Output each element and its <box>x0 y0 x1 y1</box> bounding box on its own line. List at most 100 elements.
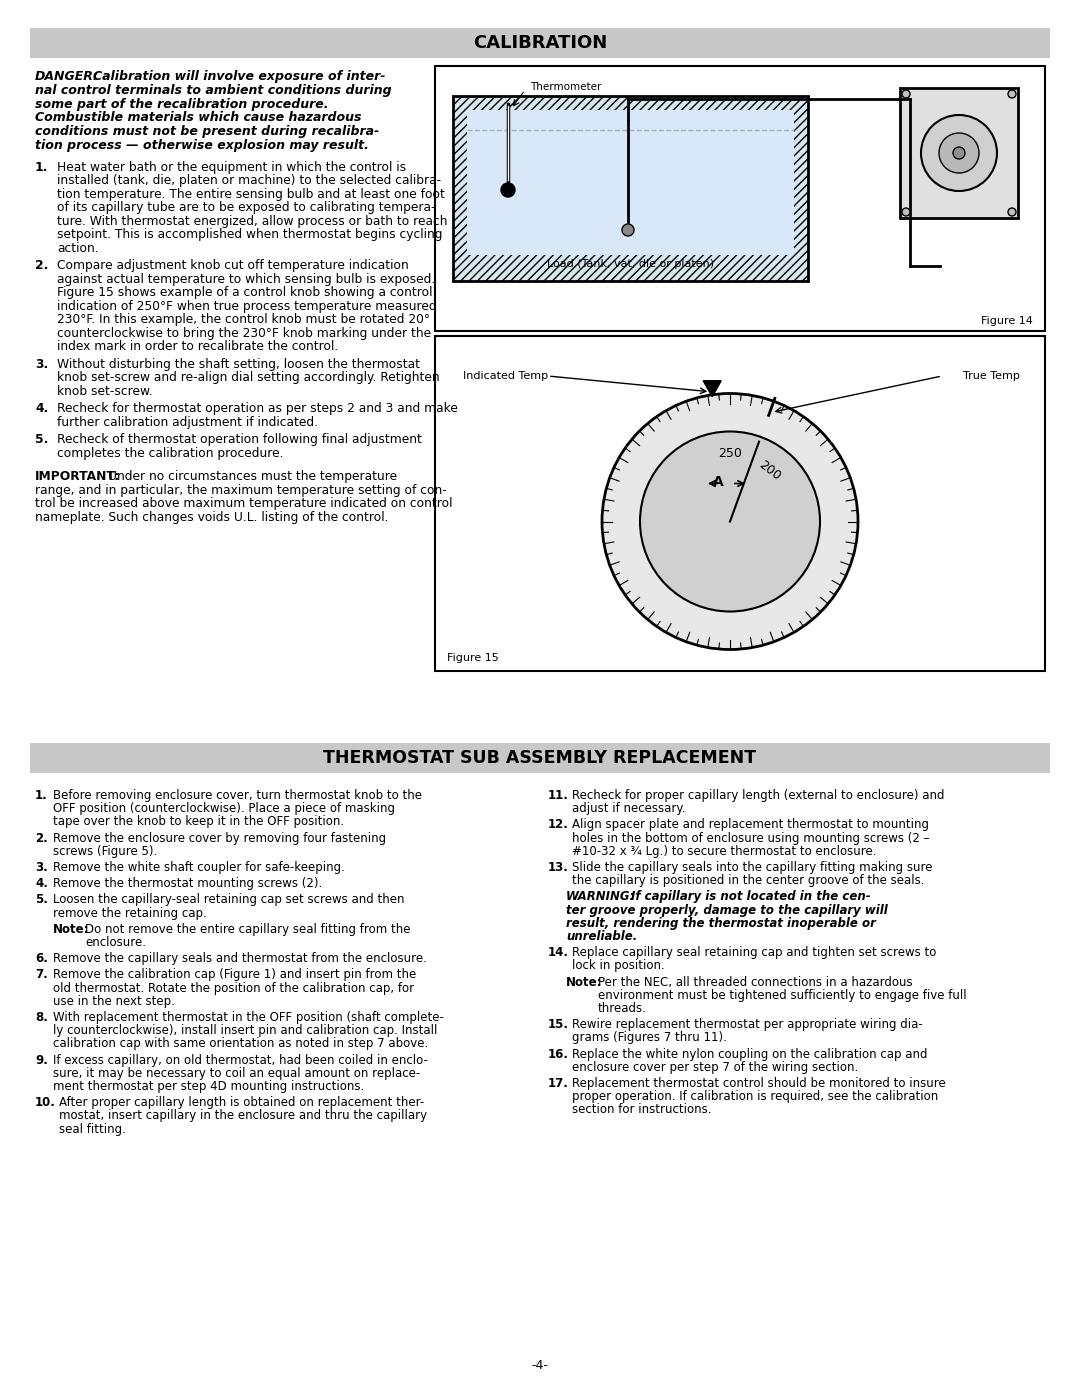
Text: the capillary is positioned in the center groove of the seals.: the capillary is positioned in the cente… <box>572 875 924 887</box>
Text: 250: 250 <box>718 447 742 460</box>
Text: 7.: 7. <box>35 968 48 982</box>
Text: Per the NEC, all threaded connections in a hazardous: Per the NEC, all threaded connections in… <box>598 975 913 989</box>
Text: 16.: 16. <box>548 1048 569 1060</box>
Text: of its capillary tube are to be exposed to calibrating tempera-: of its capillary tube are to be exposed … <box>57 201 435 214</box>
Text: Thermometer: Thermometer <box>530 82 602 92</box>
Polygon shape <box>703 381 721 397</box>
Text: remove the retaining cap.: remove the retaining cap. <box>53 907 206 919</box>
Text: Note:: Note: <box>53 923 90 936</box>
Text: screws (Figure 5).: screws (Figure 5). <box>53 845 158 858</box>
Text: DANGER:: DANGER: <box>35 70 99 82</box>
Text: 4.: 4. <box>35 877 48 890</box>
Text: Indicated Temp: Indicated Temp <box>463 372 549 381</box>
Text: ly counterclockwise), install insert pin and calibration cap. Install: ly counterclockwise), install insert pin… <box>53 1024 437 1037</box>
Text: section for instructions.: section for instructions. <box>572 1104 712 1116</box>
Text: proper operation. If calibration is required, see the calibration: proper operation. If calibration is requ… <box>572 1090 939 1104</box>
Text: 1.: 1. <box>35 161 49 173</box>
Text: Recheck for proper capillary length (external to enclosure) and: Recheck for proper capillary length (ext… <box>572 789 945 802</box>
Text: 5.: 5. <box>35 433 49 446</box>
Circle shape <box>939 133 978 173</box>
Text: True Temp: True Temp <box>963 372 1020 381</box>
Text: knob set-screw and re-align dial setting accordingly. Retighten: knob set-screw and re-align dial setting… <box>57 372 440 384</box>
Bar <box>900 88 1018 218</box>
Text: WARNING:: WARNING: <box>566 890 635 904</box>
Text: indication of 250°F when true process temperature measured: indication of 250°F when true process te… <box>57 300 436 313</box>
Text: CALIBRATION: CALIBRATION <box>473 34 607 52</box>
Text: setpoint. This is accomplished when thermostat begins cycling: setpoint. This is accomplished when ther… <box>57 228 443 242</box>
Text: 13.: 13. <box>548 861 569 875</box>
Text: old thermostat. Rotate the position of the calibration cap, for: old thermostat. Rotate the position of t… <box>53 982 414 995</box>
Text: Note:: Note: <box>566 975 603 989</box>
Text: counterclockwise to bring the 230°F knob marking under the: counterclockwise to bring the 230°F knob… <box>57 327 431 339</box>
Text: environment must be tightened sufficiently to engage five full: environment must be tightened sufficient… <box>598 989 967 1002</box>
Text: some part of the recalibration procedure.: some part of the recalibration procedure… <box>35 98 328 110</box>
Text: 2.: 2. <box>35 831 48 845</box>
Bar <box>453 96 808 281</box>
Text: adjust if necessary.: adjust if necessary. <box>572 802 686 816</box>
Circle shape <box>622 224 634 236</box>
Text: trol be increased above maximum temperature indicated on control: trol be increased above maximum temperat… <box>35 497 453 510</box>
Text: If capillary is not located in the cen-: If capillary is not located in the cen- <box>631 890 870 904</box>
Text: sure, it may be necessary to coil an equal amount on replace-: sure, it may be necessary to coil an equ… <box>53 1067 420 1080</box>
Text: action.: action. <box>57 242 98 254</box>
Circle shape <box>953 147 966 159</box>
Text: tion process — otherwise explosion may result.: tion process — otherwise explosion may r… <box>35 138 369 152</box>
Text: 4.: 4. <box>35 402 49 415</box>
Text: grams (Figures 7 thru 11).: grams (Figures 7 thru 11). <box>572 1031 727 1045</box>
Text: conditions must not be present during recalibra-: conditions must not be present during re… <box>35 126 379 138</box>
Text: Do not remove the entire capillary seal fitting from the: Do not remove the entire capillary seal … <box>85 923 410 936</box>
Text: Compare adjustment knob cut off temperature indication: Compare adjustment knob cut off temperat… <box>57 260 408 272</box>
Circle shape <box>640 432 820 612</box>
Text: After proper capillary length is obtained on replacement ther-: After proper capillary length is obtaine… <box>59 1097 424 1109</box>
Text: -4-: -4- <box>531 1359 549 1372</box>
Circle shape <box>921 115 997 191</box>
Text: ture. With thermostat energized, allow process or bath to reach: ture. With thermostat energized, allow p… <box>57 215 447 228</box>
Text: result, rendering the thermostat inoperable or: result, rendering the thermostat inopera… <box>566 916 876 930</box>
Text: Combustible materials which cause hazardous: Combustible materials which cause hazard… <box>35 112 362 124</box>
Text: OFF position (counterclockwise). Place a piece of masking: OFF position (counterclockwise). Place a… <box>53 802 395 816</box>
Text: completes the calibration procedure.: completes the calibration procedure. <box>57 447 283 460</box>
Text: Figure 15 shows example of a control knob showing a control: Figure 15 shows example of a control kno… <box>57 286 432 299</box>
Text: 6.: 6. <box>35 953 48 965</box>
Text: index mark in order to recalibrate the control.: index mark in order to recalibrate the c… <box>57 341 338 353</box>
Text: Without disturbing the shaft setting, loosen the thermostat: Without disturbing the shaft setting, lo… <box>57 358 420 370</box>
Text: Rewire replacement thermostat per appropriate wiring dia-: Rewire replacement thermostat per approp… <box>572 1018 922 1031</box>
Text: Slide the capillary seals into the capillary fitting making sure: Slide the capillary seals into the capil… <box>572 861 932 875</box>
Text: Recheck for thermostat operation as per steps 2 and 3 and make: Recheck for thermostat operation as per … <box>57 402 458 415</box>
Text: Align spacer plate and replacement thermostat to mounting: Align spacer plate and replacement therm… <box>572 819 929 831</box>
Text: unreliable.: unreliable. <box>566 930 637 943</box>
Text: Replace capillary seal retaining cap and tighten set screws to: Replace capillary seal retaining cap and… <box>572 946 936 960</box>
Text: Remove the enclosure cover by removing four fastening: Remove the enclosure cover by removing f… <box>53 831 387 845</box>
Text: use in the next step.: use in the next step. <box>53 995 175 1007</box>
Text: 17.: 17. <box>548 1077 569 1090</box>
Text: enclosure cover per step 7 of the wiring section.: enclosure cover per step 7 of the wiring… <box>572 1060 859 1074</box>
Text: installed (tank, die, platen or machine) to the selected calibra-: installed (tank, die, platen or machine)… <box>57 175 441 187</box>
Text: IMPORTANT:: IMPORTANT: <box>35 471 120 483</box>
Bar <box>30 743 1050 773</box>
Text: If excess capillary, on old thermostat, had been coiled in enclo-: If excess capillary, on old thermostat, … <box>53 1053 428 1066</box>
Text: ter groove properly, damage to the capillary will: ter groove properly, damage to the capil… <box>566 904 888 916</box>
Text: threads.: threads. <box>598 1002 647 1016</box>
Text: tape over the knob to keep it in the OFF position.: tape over the knob to keep it in the OFF… <box>53 816 345 828</box>
Text: Figure 15: Figure 15 <box>447 652 499 664</box>
Text: Remove the white shaft coupler for safe-keeping.: Remove the white shaft coupler for safe-… <box>53 861 345 875</box>
Text: Loosen the capillary-seal retaining cap set screws and then: Loosen the capillary-seal retaining cap … <box>53 894 405 907</box>
Circle shape <box>902 208 910 217</box>
Text: ment thermostat per step 4D mounting instructions.: ment thermostat per step 4D mounting ins… <box>53 1080 364 1092</box>
Text: lock in position.: lock in position. <box>572 960 665 972</box>
Text: Replacement thermostat control should be monitored to insure: Replacement thermostat control should be… <box>572 1077 946 1090</box>
Text: A: A <box>713 475 724 489</box>
Circle shape <box>902 89 910 98</box>
Text: holes in the bottom of enclosure using mounting screws (2 –: holes in the bottom of enclosure using m… <box>572 831 930 845</box>
Text: further calibration adjustment if indicated.: further calibration adjustment if indica… <box>57 416 318 429</box>
Bar <box>435 337 1045 671</box>
Text: seal fitting.: seal fitting. <box>59 1123 126 1136</box>
Circle shape <box>602 394 858 650</box>
Text: With replacement thermostat in the OFF position (shaft complete-: With replacement thermostat in the OFF p… <box>53 1011 444 1024</box>
Text: 11.: 11. <box>548 789 569 802</box>
Text: Heat water bath or the equipment in which the control is: Heat water bath or the equipment in whic… <box>57 161 406 173</box>
Text: knob set-screw.: knob set-screw. <box>57 384 152 398</box>
Text: mostat, insert capillary in the enclosure and thru the capillary: mostat, insert capillary in the enclosur… <box>59 1109 427 1122</box>
Text: 2.: 2. <box>35 260 49 272</box>
Text: Replace the white nylon coupling on the calibration cap and: Replace the white nylon coupling on the … <box>572 1048 928 1060</box>
